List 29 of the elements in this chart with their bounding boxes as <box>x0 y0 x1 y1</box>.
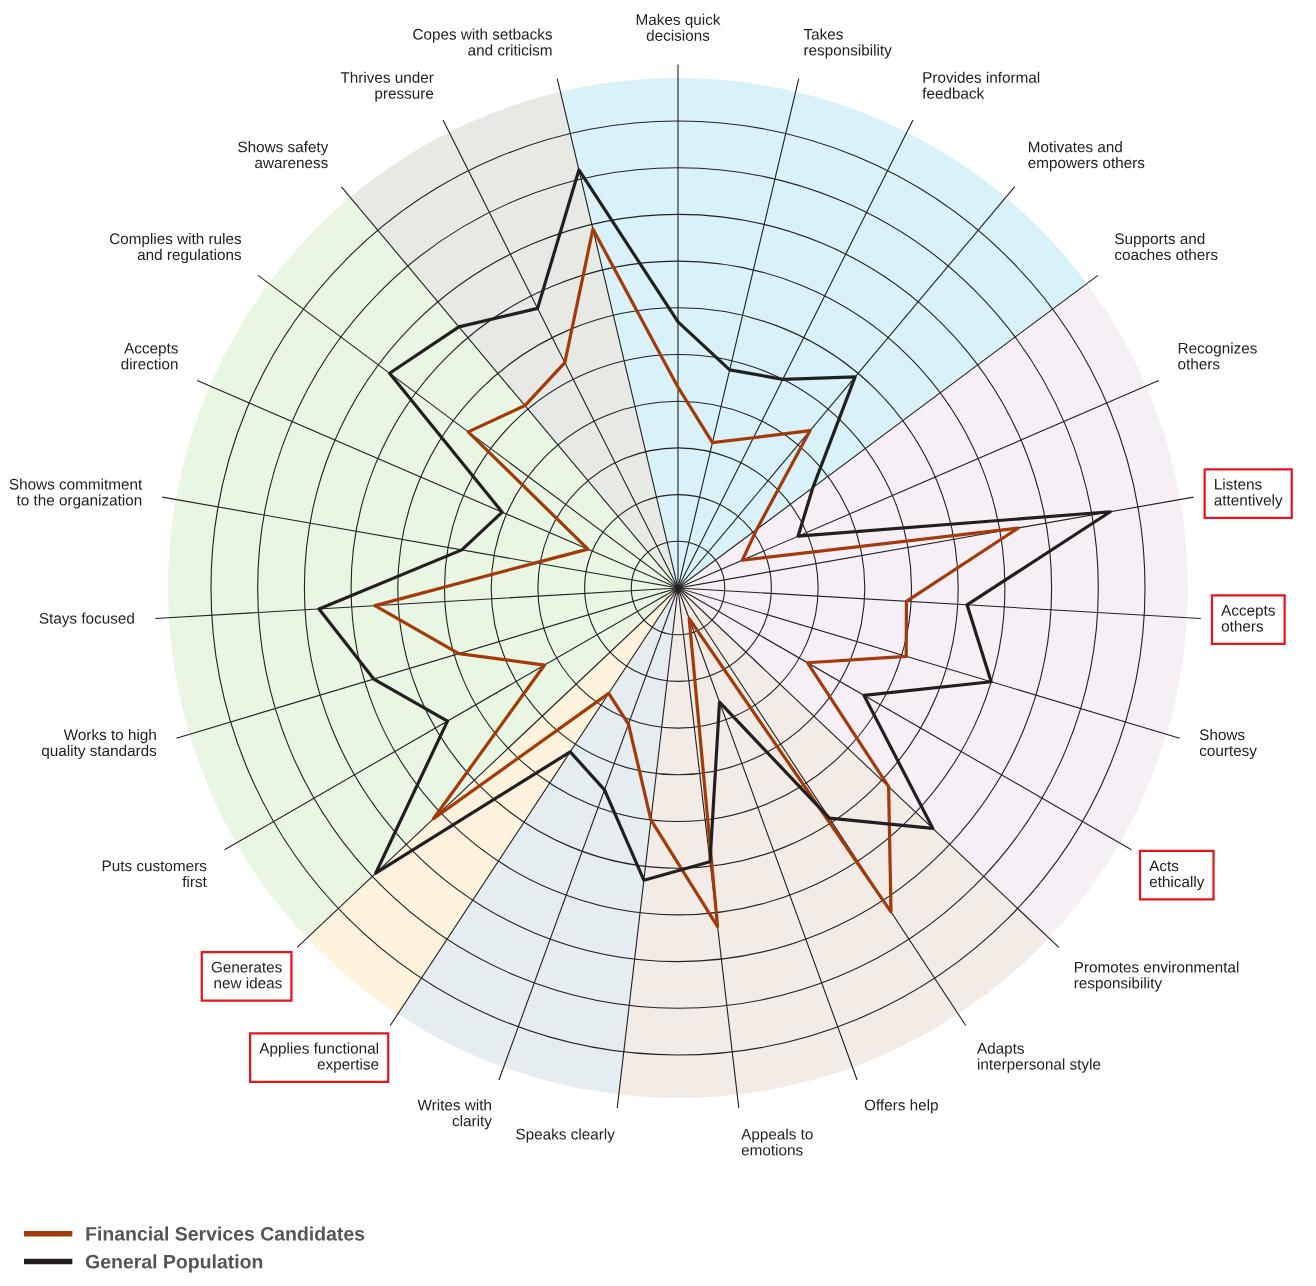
spoke-label: Thrives under pressure <box>340 71 434 102</box>
spoke-label: Writes with clarity <box>417 1099 492 1130</box>
spoke-label: Shows commitment to the organization <box>9 478 143 509</box>
spoke-label: Appeals to emotions <box>741 1128 813 1156</box>
spoke-label: Supports and coaches others <box>1115 232 1218 261</box>
spoke-label: Accepts direction <box>121 342 178 370</box>
spoke-label: Adapts interpersonal style <box>976 1042 1101 1073</box>
spoke-label: Recognizes others <box>1178 342 1257 370</box>
spoke-label: Shows safety awareness <box>238 141 329 169</box>
spoke-label: Copes with setbacks and criticism <box>413 28 552 56</box>
legend-label: General Population <box>85 1254 263 1273</box>
spoke-label: Acts ethically <box>1149 860 1205 891</box>
spoke-label: Provides informal feedback <box>922 71 1040 99</box>
spoke-label: Takes responsibility <box>803 28 892 59</box>
spoke-label: Accepts others <box>1221 605 1275 632</box>
spoke-label: Puts customers first <box>102 860 207 888</box>
spoke-label: Applies functional expertise <box>259 1042 379 1073</box>
spoke-label: Complies with rules and regulations <box>109 232 242 264</box>
spoke-label: Makes quick decisions <box>636 13 721 41</box>
legend-label: Financial Services Candidates <box>86 1226 365 1241</box>
spoke-label: Generates new ideas <box>211 961 282 989</box>
spoke-label: Motivates and empowers others <box>1028 141 1145 172</box>
spoke-label: Speaks clearly <box>516 1128 615 1143</box>
spoke-label: Stays focused <box>39 612 134 627</box>
spoke-label: Offers help <box>864 1099 938 1114</box>
spoke-label: Shows courtesy <box>1199 728 1257 760</box>
spoke-label: Works to high quality standards <box>41 728 157 760</box>
spoke-label: Promotes environmental responsibility <box>1074 961 1239 992</box>
spoke-label: Listens attentively <box>1214 478 1283 509</box>
